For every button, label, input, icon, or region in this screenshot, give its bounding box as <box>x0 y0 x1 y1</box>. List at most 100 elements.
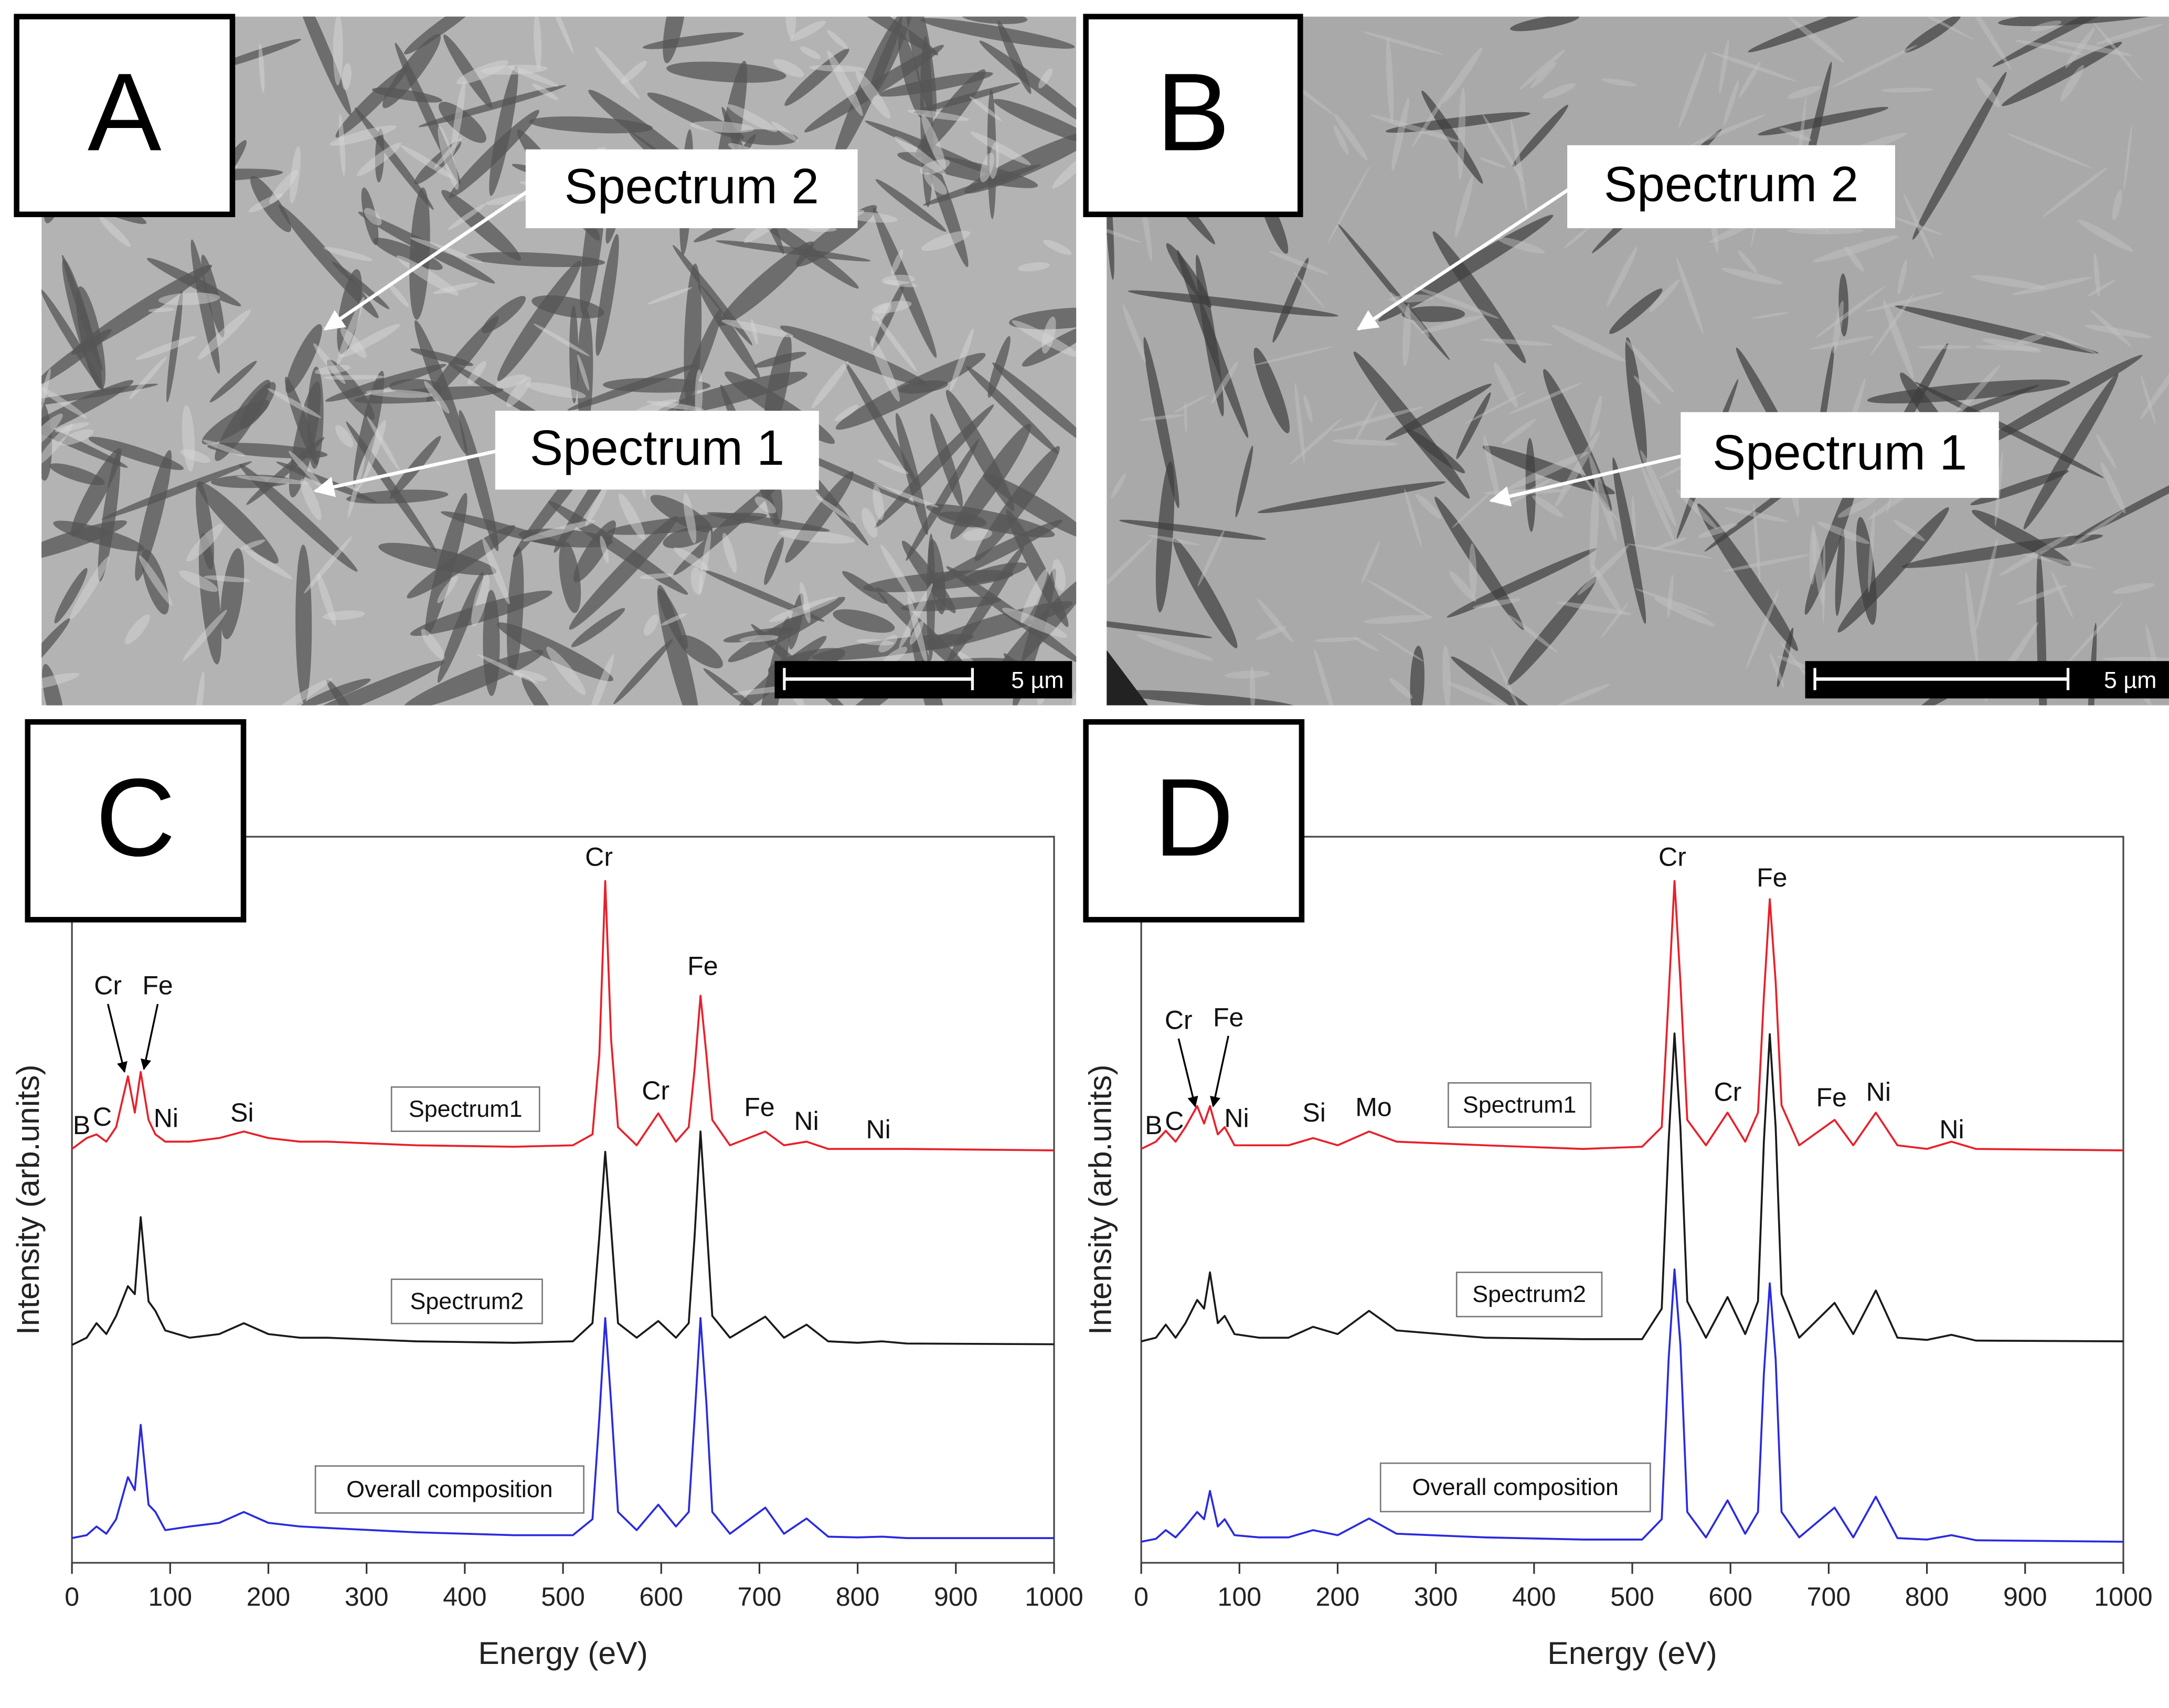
dendrite <box>1052 151 1077 189</box>
dendrite <box>1974 345 2041 351</box>
dendrite <box>53 520 145 552</box>
dendrite <box>1136 634 1214 661</box>
dendrite <box>71 448 122 537</box>
dendrite <box>203 440 246 457</box>
dendrite <box>124 614 150 645</box>
dendrite <box>1976 77 2001 108</box>
spectrum-line <box>1141 1268 2123 1543</box>
dendrite <box>1809 336 1874 350</box>
dendrite <box>186 524 224 562</box>
x-tick-label: 0 <box>1134 1582 1149 1611</box>
dendrite <box>1770 654 1784 688</box>
legend-box <box>1455 1272 1603 1318</box>
dendrite <box>1812 530 1825 605</box>
peak-label: Ni <box>794 1106 818 1136</box>
dendrite <box>1972 509 2072 566</box>
dendrite <box>2084 325 2152 338</box>
peak-arrow <box>1210 1036 1229 1108</box>
dendrite <box>459 410 499 551</box>
dendrite <box>278 205 379 318</box>
dendrite <box>1385 112 1530 133</box>
dendrite <box>441 190 522 261</box>
peak-label: Fe <box>1816 1083 1846 1112</box>
dendrite <box>547 16 573 53</box>
dendrite <box>2096 24 2163 45</box>
dendrite <box>1480 338 1553 346</box>
dendrite <box>1912 71 2007 240</box>
dendrite <box>1434 496 1524 630</box>
panel-label-box <box>1083 14 1303 217</box>
callout-box <box>525 149 858 229</box>
dendrite <box>335 67 408 138</box>
dendrite <box>467 361 486 385</box>
dendrite <box>1118 690 1296 706</box>
dendrite <box>204 575 251 582</box>
dendrite <box>573 520 616 583</box>
y-axis-label: Intensity (arb.units) <box>10 1064 46 1335</box>
peak-label: Mo <box>1355 1093 1392 1122</box>
dendrite <box>1777 655 1810 669</box>
dendrite <box>1758 106 1888 136</box>
dendrite <box>894 136 947 176</box>
dendrite <box>873 281 905 351</box>
dendrite <box>1512 104 1568 167</box>
dendrite <box>531 83 559 100</box>
dendrite <box>41 424 73 466</box>
dendrite <box>910 618 956 706</box>
peak-label: Cr <box>1658 842 1686 871</box>
dendrite <box>1497 237 1545 254</box>
dendrite <box>88 436 184 470</box>
dendrite <box>899 583 933 649</box>
x-tick-label: 0 <box>65 1582 79 1611</box>
dendrite <box>569 305 579 403</box>
dendrite <box>559 541 581 613</box>
panel-label: C <box>95 755 175 879</box>
dendrite <box>1355 400 1378 442</box>
dendrite <box>921 114 947 170</box>
x-tick-label: 900 <box>934 1582 978 1611</box>
dendrite <box>1038 68 1052 89</box>
dendrite <box>907 109 970 121</box>
dendrite <box>898 33 924 118</box>
dendrite <box>718 241 814 326</box>
dendrite <box>1832 301 1844 354</box>
peak-arrow <box>1177 1038 1198 1108</box>
dendrite <box>855 71 890 119</box>
dendrite <box>827 50 863 116</box>
dendrite <box>585 482 609 527</box>
dendrite <box>661 613 687 626</box>
dendrite <box>314 365 351 375</box>
dendrite <box>1020 569 1048 623</box>
dendrite <box>1111 473 1126 499</box>
dendrite <box>727 104 778 132</box>
dendrite <box>495 374 528 389</box>
dendrite <box>1901 534 2103 568</box>
dendrite <box>721 319 794 337</box>
panel-label-box <box>1083 719 1305 923</box>
dendrite <box>1960 16 2012 70</box>
dendrite <box>1971 275 2047 290</box>
dendrite <box>600 536 609 563</box>
dendrite <box>1530 61 1557 89</box>
spectrum-line <box>71 880 1055 1151</box>
peak-label: Si <box>230 1098 254 1127</box>
legend-label: Spectrum1 <box>1463 1092 1577 1118</box>
dendrite <box>884 280 918 287</box>
dendrite <box>49 463 105 486</box>
dendrite <box>482 296 526 333</box>
dendrite <box>1578 471 1619 522</box>
dendrite <box>41 618 70 684</box>
dendrite <box>716 240 871 262</box>
dendrite <box>698 530 711 595</box>
dendrite <box>2006 133 2092 169</box>
dendrite <box>921 230 971 251</box>
dendrite <box>1473 598 1521 609</box>
dendrite <box>2055 41 2133 56</box>
dendrite <box>808 227 837 232</box>
dendrite <box>98 452 121 582</box>
dendrite <box>1456 392 1491 460</box>
dendrite <box>1748 16 1925 52</box>
dendrite <box>1256 626 1286 640</box>
dendrite <box>1293 272 1325 308</box>
